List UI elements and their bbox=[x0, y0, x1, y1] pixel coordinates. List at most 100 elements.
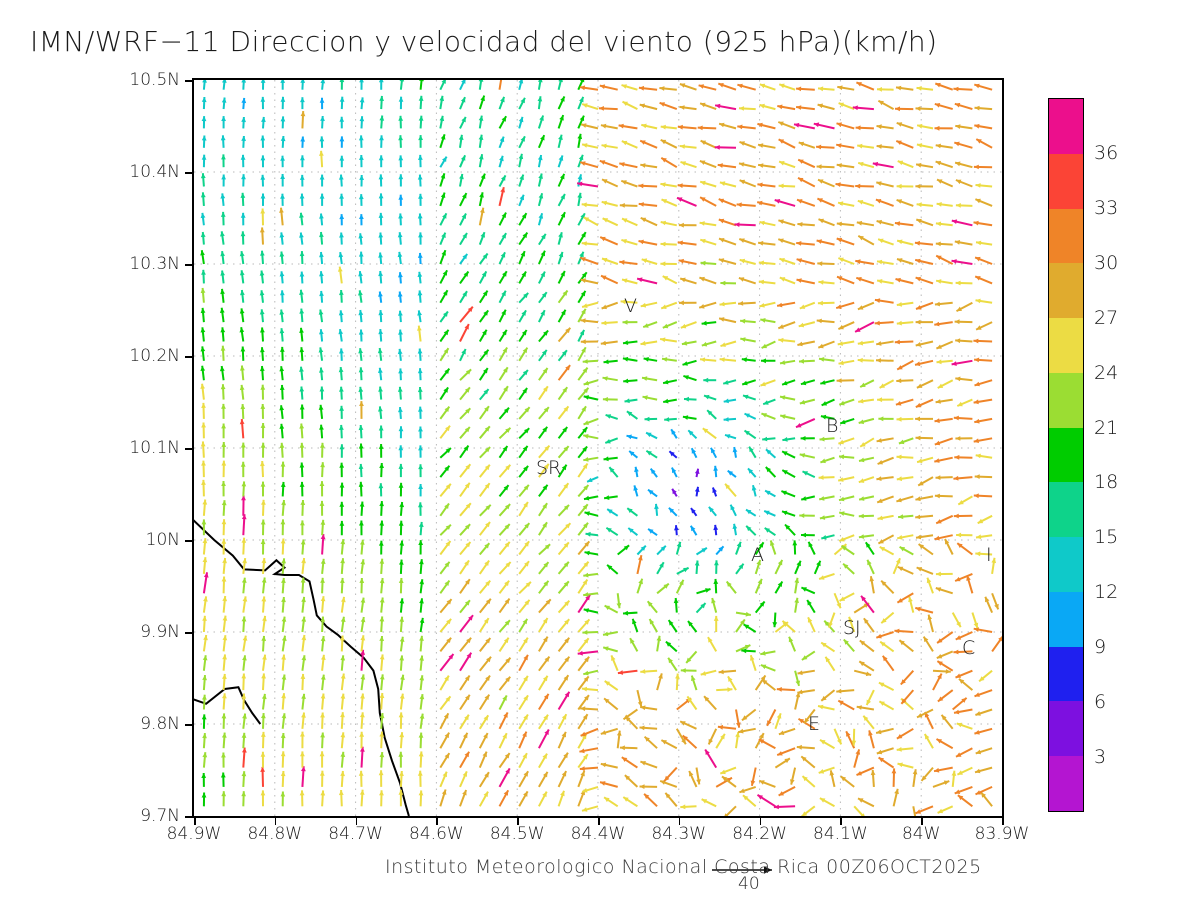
wind-arrow-head bbox=[876, 144, 882, 149]
wind-arrow-head bbox=[604, 681, 611, 686]
wind-arrow-head bbox=[398, 174, 404, 180]
wind-arrow-head bbox=[318, 347, 324, 353]
wind-arrow-head bbox=[320, 636, 326, 642]
wind-arrow-head bbox=[562, 290, 568, 296]
wind-arrow-head bbox=[580, 278, 586, 283]
wind-arrow-head bbox=[713, 465, 718, 471]
wind-arrow-head bbox=[563, 406, 569, 412]
wind-arrow-head bbox=[974, 357, 980, 363]
wind-arrow-head bbox=[621, 140, 628, 146]
wind-arrow-head bbox=[319, 213, 324, 219]
colorbar-band-4 bbox=[1049, 537, 1083, 592]
wind-arrow-head bbox=[714, 145, 720, 150]
wind-arrow-head bbox=[915, 606, 921, 612]
wind-arrow-head bbox=[796, 744, 802, 750]
wind-arrow-head bbox=[896, 199, 903, 204]
wind-arrow-head bbox=[934, 493, 940, 499]
wind-arrow-head bbox=[239, 308, 245, 314]
wind-arrow-head bbox=[398, 96, 404, 102]
wind-arrow-head bbox=[398, 155, 404, 161]
wind-arrow-head bbox=[486, 656, 491, 663]
wind-arrow-head bbox=[560, 96, 565, 102]
colorbar[interactable] bbox=[1048, 98, 1084, 812]
wind-arrow-head bbox=[379, 578, 385, 584]
wind-arrow-head bbox=[638, 555, 643, 561]
wind-arrow-head bbox=[778, 121, 784, 126]
wind-arrow-head bbox=[483, 618, 489, 624]
wind-arrow-head bbox=[584, 619, 590, 625]
wind-arrow-head bbox=[360, 539, 365, 545]
wind-arrow-head bbox=[877, 279, 883, 284]
wind-arrow-head bbox=[859, 661, 865, 667]
wind-arrow-head bbox=[857, 200, 864, 205]
wind-arrow-head bbox=[691, 675, 696, 681]
wind-arrow-head bbox=[523, 502, 528, 508]
x-axis-tick-mark bbox=[1002, 817, 1004, 825]
wind-arrow-head bbox=[777, 302, 783, 308]
wind-arrow-head bbox=[261, 635, 267, 641]
wind-arrow-head bbox=[445, 448, 451, 454]
wind-arrow-head bbox=[727, 687, 733, 692]
wind-arrow-head bbox=[664, 775, 670, 782]
wind-arrow-head bbox=[379, 115, 385, 121]
wind-arrow-head bbox=[523, 695, 528, 701]
wind-arrow-head bbox=[279, 271, 285, 277]
wind-arrow-head bbox=[953, 475, 959, 481]
wind-arrow-head bbox=[561, 771, 567, 777]
wind-arrow-head bbox=[299, 251, 305, 257]
wind-arrow-head bbox=[319, 232, 324, 238]
wind-arrow-head bbox=[398, 751, 404, 757]
wind-arrow-head bbox=[260, 519, 266, 525]
wind-arrow-head bbox=[241, 174, 246, 180]
wind-arrow-head bbox=[957, 795, 964, 801]
wind-arrow-head bbox=[399, 732, 405, 738]
wind-arrow-head bbox=[483, 349, 489, 356]
wind-arrow-head bbox=[358, 135, 364, 141]
wind-arrow-head bbox=[582, 630, 588, 635]
wind-arrow-head bbox=[896, 747, 902, 752]
wind-arrow-head bbox=[577, 192, 582, 199]
wind-arrow-head bbox=[503, 407, 509, 414]
wind-arrow-head bbox=[581, 272, 587, 278]
wind-arrow-head bbox=[661, 304, 667, 309]
wind-arrow-head bbox=[398, 426, 404, 432]
wind-arrow-head bbox=[604, 605, 611, 611]
wind-arrow-head bbox=[985, 596, 990, 603]
wind-arrow-head bbox=[319, 193, 325, 199]
wind-arrow-head bbox=[519, 174, 524, 180]
wind-arrow-head bbox=[259, 227, 265, 233]
y-axis-tick-9.9N: 9.9N bbox=[140, 622, 180, 642]
wind-arrow-head bbox=[281, 558, 286, 564]
wind-arrow-head bbox=[582, 303, 588, 308]
wind-arrow-head bbox=[379, 674, 385, 680]
wind-arrow-head bbox=[953, 415, 959, 421]
wind-arrow-head bbox=[577, 133, 583, 140]
wind-arrow-head bbox=[379, 463, 384, 468]
wind-arrow-head bbox=[829, 770, 835, 776]
wind-arrow-head bbox=[582, 463, 588, 469]
map-plot-area[interactable] bbox=[192, 78, 1004, 818]
wind-arrow-head bbox=[358, 348, 363, 354]
wind-arrow-head bbox=[222, 596, 228, 602]
wind-arrow-head bbox=[299, 212, 304, 218]
wind-arrow-head bbox=[934, 458, 940, 463]
wind-arrow-head bbox=[659, 102, 665, 107]
wind-arrow-head bbox=[895, 401, 902, 406]
wind-arrow-head bbox=[399, 502, 405, 508]
wind-arrow-head bbox=[674, 525, 679, 531]
wind-arrow-head bbox=[701, 320, 707, 326]
wind-arrow-head bbox=[359, 214, 364, 219]
wind-arrow-head bbox=[860, 813, 865, 816]
wind-arrow-head bbox=[623, 545, 630, 551]
wind-arrow-head bbox=[739, 162, 745, 167]
wind-arrow-head bbox=[378, 310, 384, 316]
wind-arrow-head bbox=[638, 578, 643, 585]
wind-arrow-head bbox=[819, 575, 825, 580]
wind-arrow-head bbox=[897, 160, 904, 166]
wind-arrow-head bbox=[663, 583, 669, 589]
wind-arrow-head bbox=[778, 238, 784, 243]
wind-arrow-head bbox=[838, 360, 844, 366]
wind-arrow-head bbox=[484, 560, 490, 566]
wind-arrow-head bbox=[462, 790, 467, 796]
wind-arrow-head bbox=[585, 594, 590, 601]
